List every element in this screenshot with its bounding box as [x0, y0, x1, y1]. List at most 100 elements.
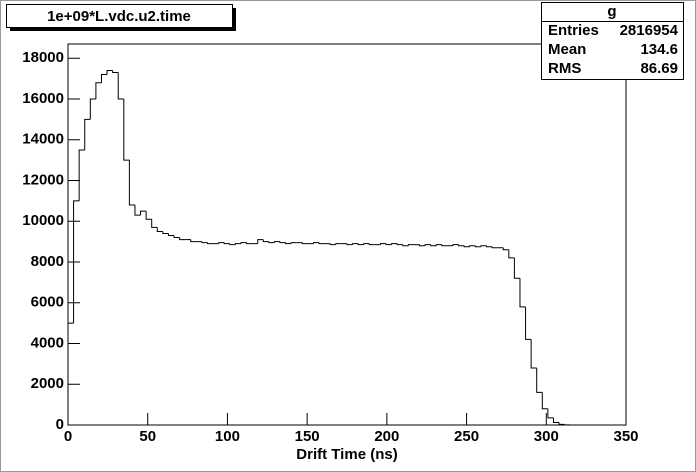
stats-label: Entries	[548, 22, 599, 39]
histogram-bin	[167, 233, 175, 237]
histogram-bin	[379, 243, 387, 245]
histogram-bin	[552, 417, 560, 424]
histogram-bin	[234, 243, 241, 245]
x-tick-label: 100	[215, 428, 240, 445]
histogram-bin	[128, 160, 135, 206]
histogram-bin	[541, 392, 548, 410]
chart-title: 1e+09*L.vdc.u2.time	[47, 8, 191, 25]
histogram-bin	[352, 243, 359, 245]
histogram-bin	[424, 244, 431, 246]
histogram-bin	[530, 339, 537, 369]
y-tick-label: 2000	[31, 375, 64, 392]
y-tick-label: 12000	[22, 171, 64, 188]
x-axis-label: Drift Time (ns)	[296, 446, 397, 463]
histogram-bin	[407, 244, 414, 246]
histogram-bin	[508, 249, 515, 259]
histogram-bin	[273, 241, 281, 243]
stats-value: 86.69	[640, 60, 678, 77]
histogram-bin	[223, 242, 230, 245]
histogram-bin	[301, 242, 308, 245]
histogram-bin	[257, 239, 264, 244]
histogram-bin	[117, 72, 124, 100]
histogram-bin	[391, 243, 398, 245]
histogram-bin	[480, 245, 487, 247]
stats-title: g	[607, 3, 616, 20]
stats-label: RMS	[548, 60, 581, 77]
histogram-bin	[396, 243, 403, 246]
histogram-bin	[162, 231, 169, 234]
histogram-bin	[262, 239, 269, 243]
y-tick-label: 16000	[22, 90, 64, 107]
histogram-bin	[385, 243, 392, 246]
histogram-bin	[123, 99, 130, 161]
histogram-bin	[173, 235, 180, 239]
histogram-bin	[547, 408, 554, 419]
histogram-bin	[313, 242, 320, 244]
histogram-bin	[346, 243, 353, 246]
y-tick-label: 6000	[31, 294, 64, 311]
histogram-bin	[363, 243, 370, 245]
histogram-bin	[95, 82, 102, 100]
stats-label: Mean	[548, 41, 586, 58]
histogram-bin	[435, 244, 442, 246]
histogram-bin	[513, 257, 520, 279]
histogram-bin	[145, 211, 152, 220]
x-tick-label: 0	[64, 428, 72, 445]
histogram-bin	[78, 149, 85, 201]
histogram-bin	[285, 242, 292, 245]
histogram-bin	[140, 210, 147, 216]
histogram-bin	[329, 243, 336, 246]
histogram-bin	[268, 241, 275, 244]
y-tick-label: 4000	[31, 334, 64, 351]
histogram-bin	[84, 118, 91, 150]
histogram-bin	[207, 242, 214, 245]
histogram-bin	[89, 98, 96, 120]
histogram-bin	[67, 322, 74, 425]
histogram-bin	[486, 245, 493, 248]
histogram-bin	[112, 70, 119, 74]
histogram-bin	[491, 246, 498, 249]
histogram-bin	[458, 244, 465, 247]
x-tick-label: 150	[295, 428, 320, 445]
histogram-bin	[73, 200, 80, 324]
histogram-bin	[106, 69, 113, 75]
histogram-bin	[100, 74, 108, 83]
histogram-bin	[536, 367, 543, 393]
histogram-bin	[558, 422, 565, 425]
histogram-bin	[279, 241, 286, 244]
histogram-bin	[246, 242, 253, 245]
histogram-bin	[564, 424, 571, 426]
histogram-bin	[229, 243, 236, 246]
title-box	[6, 4, 233, 28]
y-tick-label: 8000	[31, 253, 64, 270]
x-tick-label: 300	[534, 428, 559, 445]
histogram-bin	[156, 227, 163, 232]
histogram-bin	[290, 242, 297, 244]
histogram-bin	[368, 243, 375, 246]
histogram-bin	[430, 244, 437, 247]
y-tick-label: 0	[56, 416, 64, 433]
x-tick-label: 350	[613, 428, 638, 445]
histogram-bin	[335, 243, 342, 245]
histogram-bin	[318, 242, 325, 245]
stats-value: 134.6	[640, 41, 678, 58]
x-tick-label: 250	[454, 428, 479, 445]
histogram-bin	[151, 219, 158, 228]
histogram-bin	[179, 237, 186, 241]
y-tick-label: 18000	[22, 49, 64, 66]
y-tick-label: 10000	[22, 212, 64, 229]
histogram-bin	[240, 242, 247, 244]
histogram-bin	[463, 245, 470, 248]
histogram-bin	[519, 278, 526, 308]
histogram-bin	[190, 239, 197, 243]
y-tick-label: 14000	[22, 131, 64, 148]
histogram-bin	[134, 204, 141, 216]
histogram-bin	[218, 242, 225, 244]
histogram-bin	[441, 244, 448, 247]
stats-box	[541, 2, 684, 80]
plot-frame	[67, 43, 627, 426]
histogram-bin	[525, 306, 532, 340]
histogram-bin	[419, 244, 426, 247]
histogram-bin	[502, 247, 509, 251]
